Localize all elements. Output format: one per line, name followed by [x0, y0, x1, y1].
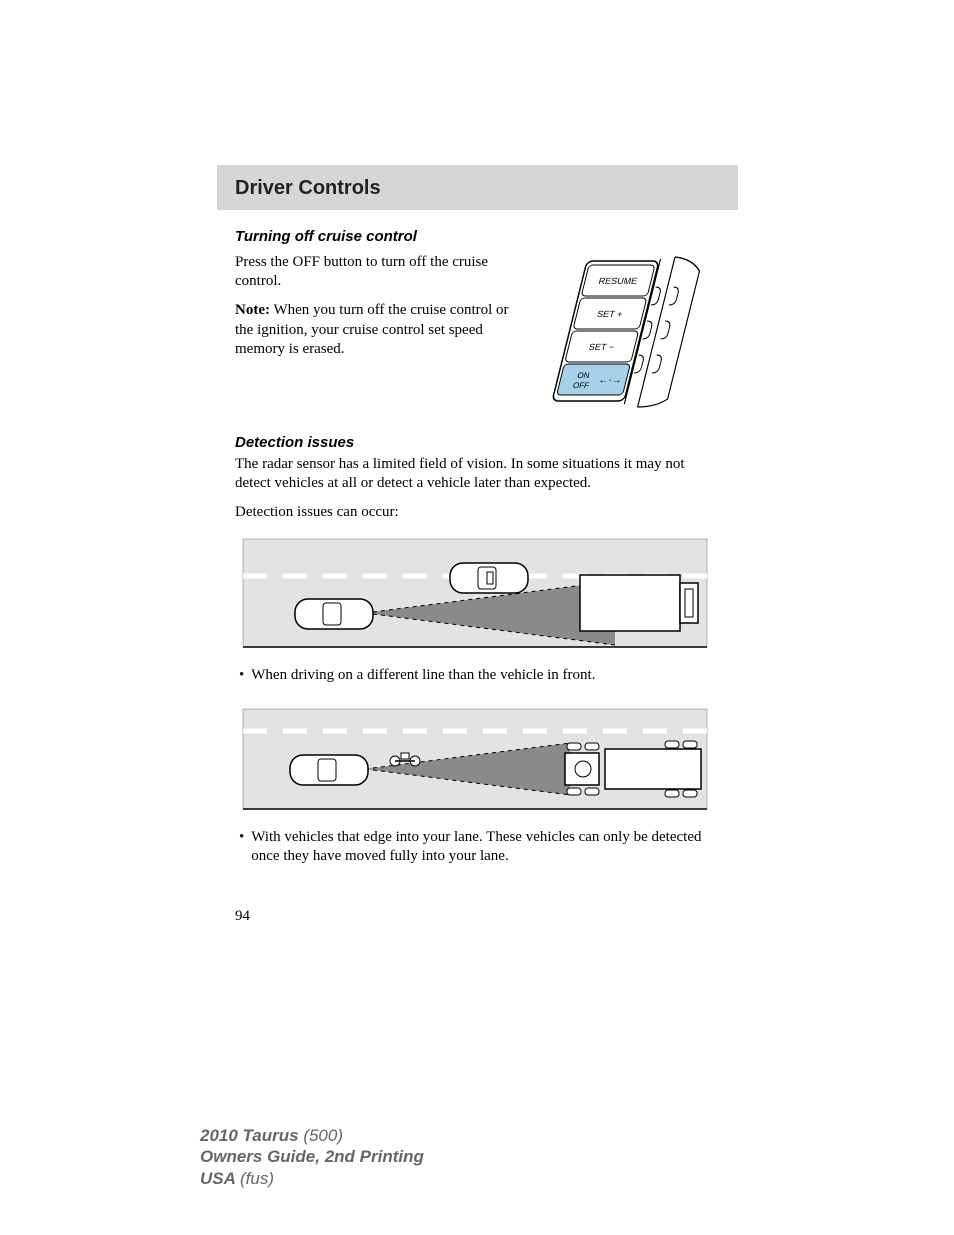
road-figure-2 [235, 703, 720, 820]
bullet-2: • With vehicles that edge into your lane… [235, 828, 720, 866]
car-ego-icon [290, 755, 368, 785]
btn-off-label: OFF [571, 381, 589, 390]
p-detection-1: The radar sensor has a limited field of … [235, 455, 720, 493]
bullet-2-text: With vehicles that edge into your lane. … [251, 828, 720, 866]
cruise-buttons-svg: RESUME SET + SET − ON OFF ←·→ [545, 249, 720, 414]
footer-model: 2010 Taurus [200, 1126, 303, 1145]
note-text: When you turn off the cruise control or … [235, 302, 509, 356]
footer-line-2: Owners Guide, 2nd Printing [200, 1146, 424, 1167]
car-ego-icon [295, 599, 373, 629]
footer-region: USA [200, 1169, 240, 1188]
bullet-dot-icon: • [239, 666, 244, 685]
btn-set-plus-label: SET + [596, 309, 624, 319]
section-header-bar: Driver Controls [217, 165, 738, 210]
cruise-off-row: Press the OFF button to turn off the cru… [235, 249, 720, 414]
footer: 2010 Taurus (500) Owners Guide, 2nd Prin… [200, 1125, 424, 1189]
btn-set-minus-label: SET − [587, 342, 615, 352]
section-title: Driver Controls [235, 177, 720, 200]
p-note: Note: When you turn off the cruise contr… [235, 301, 530, 359]
bullet-1-text: When driving on a different line than th… [251, 666, 595, 685]
semi-truck-icon [565, 741, 701, 797]
bullet-1: • When driving on a different line than … [235, 666, 720, 685]
p-detection-2: Detection issues can occur: [235, 503, 720, 522]
road2-svg [235, 703, 715, 815]
steering-buttons-figure: RESUME SET + SET − ON OFF ←·→ [544, 249, 720, 414]
subhead-detection: Detection issues [235, 434, 720, 451]
cruise-off-text: Press the OFF button to turn off the cru… [235, 249, 530, 414]
p-press-off: Press the OFF button to turn off the cru… [235, 253, 530, 291]
footer-line-3: USA (fus) [200, 1168, 424, 1189]
btn-on-label: ON [576, 371, 590, 380]
road1-svg [235, 533, 715, 653]
note-label: Note: [235, 302, 270, 318]
truck-icon [580, 575, 698, 631]
footer-line-1: 2010 Taurus (500) [200, 1125, 424, 1146]
page-content: Driver Controls Turning off cruise contr… [235, 165, 720, 925]
footer-region-code: (fus) [240, 1169, 274, 1188]
car-other-icon [450, 563, 528, 593]
footer-code: (500) [303, 1126, 343, 1145]
subhead-turning-off: Turning off cruise control [235, 228, 720, 245]
btn-arrows-label: ←·→ [597, 375, 623, 386]
page-number: 94 [235, 908, 720, 925]
bullet-dot-icon: • [239, 828, 244, 866]
road-figure-1 [235, 533, 720, 658]
btn-resume-label: RESUME [597, 276, 638, 286]
